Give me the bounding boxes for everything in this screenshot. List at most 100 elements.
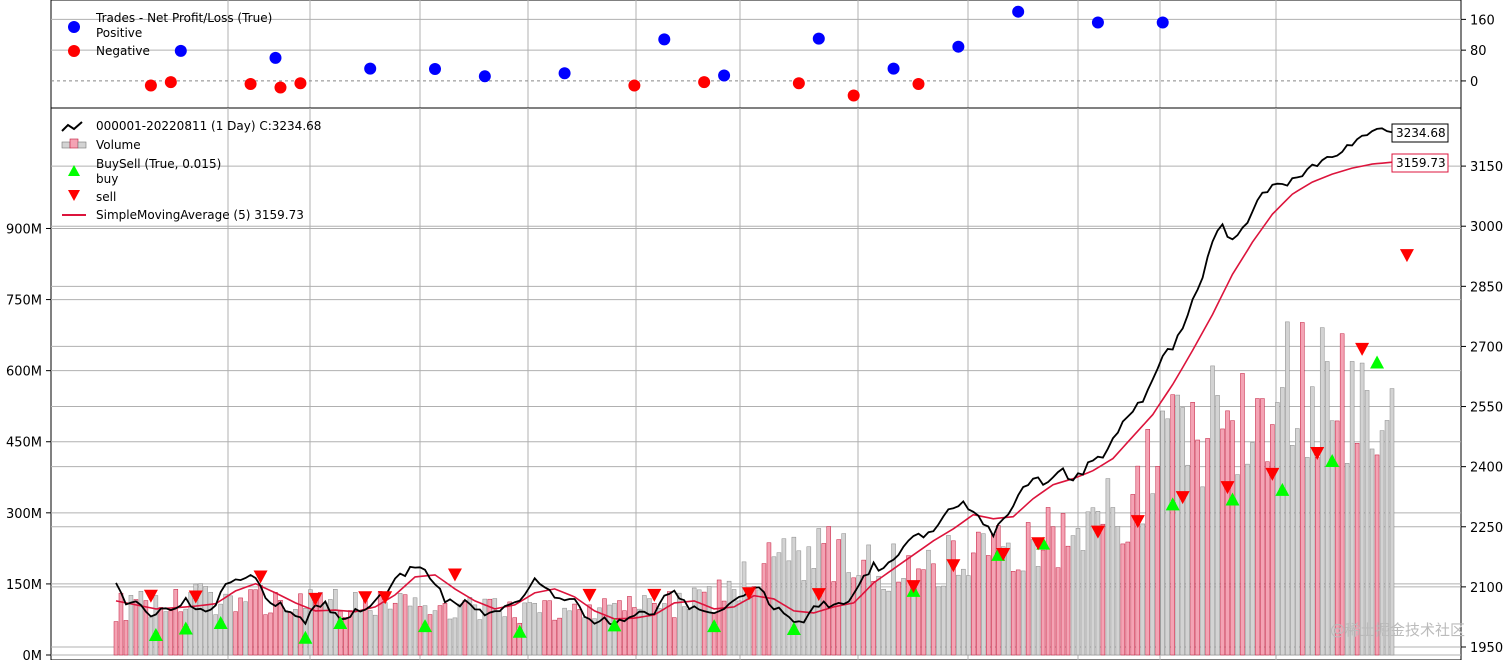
sell-marker xyxy=(253,570,268,584)
volume-bar xyxy=(298,593,303,656)
volume-bar xyxy=(482,598,488,656)
trades-grid xyxy=(51,0,1461,108)
sell-marker xyxy=(647,588,662,602)
volume-bar xyxy=(662,603,667,656)
volume-bar xyxy=(681,606,687,656)
volume-bar xyxy=(1120,543,1126,656)
volume-bar xyxy=(741,561,747,656)
volume-bar xyxy=(756,589,762,656)
buy-marker xyxy=(607,618,622,632)
volume-bar xyxy=(1005,542,1011,656)
volume-bar xyxy=(1349,361,1355,656)
sell-marker xyxy=(1090,525,1105,539)
volume-bar xyxy=(188,591,194,656)
volume-bar xyxy=(826,526,832,656)
volume-bar xyxy=(946,535,951,656)
sell-marker xyxy=(378,591,393,605)
buy-marker xyxy=(786,621,801,635)
volume-bar xyxy=(1230,420,1235,656)
volume-bar xyxy=(691,587,697,656)
volume-bar xyxy=(861,559,866,656)
volume-bar xyxy=(402,594,408,656)
volume-bar xyxy=(382,602,388,656)
price-legend: 000001-20220811 (1 Day) C:3234.68 Volume… xyxy=(61,119,321,222)
volume-bar xyxy=(123,620,129,656)
buy-marker xyxy=(178,621,193,635)
volume-bar xyxy=(133,599,139,656)
volume-bar xyxy=(527,602,532,656)
volume-bar xyxy=(991,534,996,656)
volume-bar xyxy=(1334,420,1340,656)
volume-bar xyxy=(582,617,587,656)
volume-bar xyxy=(452,617,458,656)
volume-bar xyxy=(1055,567,1061,656)
trade-negative-point xyxy=(628,79,641,92)
volume-bars xyxy=(113,321,1395,656)
trade-positive-point xyxy=(718,69,731,82)
legend-negative-marker xyxy=(68,45,80,57)
volume-bar xyxy=(672,617,677,656)
volume-bar xyxy=(377,591,383,656)
volume-bar xyxy=(343,617,348,656)
volume-bar xyxy=(477,619,483,656)
sell-marker xyxy=(1310,447,1325,461)
volume-bar xyxy=(637,608,642,656)
legend-sell-label: sell xyxy=(96,190,116,204)
volume-bar xyxy=(657,608,662,656)
volume-bar xyxy=(1285,321,1290,656)
volume-bar xyxy=(1100,523,1106,656)
volume-bar xyxy=(906,555,911,656)
sell-marker xyxy=(1220,481,1235,495)
volume-bar xyxy=(248,589,253,656)
volume-bar xyxy=(193,583,198,656)
volume-bar xyxy=(1195,439,1200,656)
volume-bar xyxy=(447,618,453,656)
volume-bar xyxy=(995,525,1001,656)
last-close-frame xyxy=(1391,123,1449,143)
last-close-box: 3234.68 xyxy=(1391,123,1449,143)
volume-bar xyxy=(198,583,203,656)
volume-bar xyxy=(537,612,542,656)
volume-bar xyxy=(1000,546,1006,656)
sell-marker xyxy=(1265,467,1280,481)
volume-bar xyxy=(213,614,218,656)
trade-positive-point xyxy=(429,63,441,75)
volume-ytick-label: 300M xyxy=(6,507,42,522)
volume-bar xyxy=(1165,418,1170,656)
volume-bar xyxy=(338,611,343,656)
volume-bar xyxy=(557,617,562,656)
volume-bar xyxy=(243,601,248,656)
trade-positive-point xyxy=(364,62,377,75)
volume-bar xyxy=(412,597,418,656)
volume-bar xyxy=(1020,570,1026,656)
volume-bar xyxy=(986,555,991,656)
volume-bar xyxy=(168,610,174,656)
volume-bar xyxy=(1329,420,1335,656)
volume-bar xyxy=(1369,448,1375,656)
volume-bar xyxy=(577,609,582,656)
volume-ytick-label: 450M xyxy=(6,436,42,451)
volume-bar xyxy=(896,581,901,656)
last-sma-box: 3159.73 xyxy=(1391,153,1449,173)
volume-bar xyxy=(163,611,169,656)
volume-ytick-label: 150M xyxy=(6,578,42,593)
buy-marker xyxy=(707,619,722,633)
volume-bar xyxy=(776,552,782,656)
volume-bar xyxy=(647,598,652,656)
volume-bar xyxy=(1310,386,1315,656)
volume-bar xyxy=(1300,322,1305,656)
volume-bar xyxy=(1190,402,1195,656)
volume-bar xyxy=(1220,428,1225,656)
volume-bar xyxy=(1255,398,1260,656)
legend-positive-label: Positive xyxy=(96,26,142,40)
volume-bar xyxy=(472,604,478,656)
volume-bar xyxy=(781,538,787,656)
volume-bar xyxy=(627,596,632,656)
volume-bar xyxy=(258,585,263,656)
volume-bar xyxy=(153,595,159,656)
volume-bar xyxy=(871,580,876,656)
trade-negative-point xyxy=(244,78,257,90)
volume-bar xyxy=(1150,493,1155,656)
volume-bar xyxy=(218,603,223,656)
